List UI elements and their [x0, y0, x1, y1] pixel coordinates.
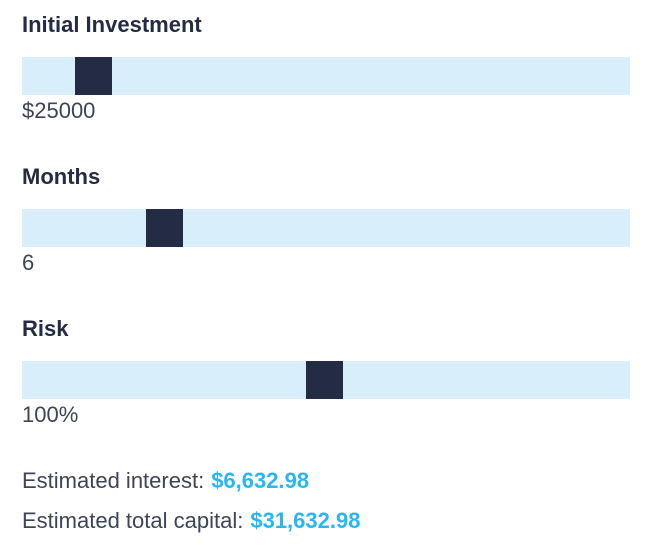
risk-slider[interactable]: [22, 361, 630, 399]
months-slider-thumb[interactable]: [146, 209, 184, 247]
control-group-initial-investment: Initial Investment $25000: [22, 12, 630, 124]
estimated-total-capital-value: $31,632.98: [250, 508, 361, 533]
estimated-total-capital-line: Estimated total capital: $31,632.98: [22, 508, 630, 534]
risk-label: Risk: [22, 316, 69, 341]
initial-investment-slider[interactable]: [22, 57, 630, 95]
initial-investment-label: Initial Investment: [22, 12, 202, 37]
estimated-interest-line: Estimated interest: $6,632.98: [22, 468, 630, 494]
risk-value: 100%: [22, 402, 79, 427]
initial-investment-slider-thumb[interactable]: [74, 57, 112, 95]
months-label: Months: [22, 164, 101, 189]
estimated-interest-value: $6,632.98: [211, 468, 310, 493]
risk-slider-thumb[interactable]: [305, 361, 343, 399]
initial-investment-value: $25000: [22, 98, 96, 123]
estimated-interest-label: Estimated interest:: [22, 468, 205, 493]
months-value: 6: [22, 250, 35, 275]
control-group-risk: Risk 100%: [22, 316, 630, 428]
estimated-total-capital-label: Estimated total capital:: [22, 508, 244, 533]
control-group-months: Months 6: [22, 164, 630, 276]
investment-calculator: Initial Investment $25000 Months 6 Risk …: [22, 12, 630, 534]
results-section: Estimated interest: $6,632.98 Estimated t…: [22, 468, 630, 534]
months-slider[interactable]: [22, 209, 630, 247]
